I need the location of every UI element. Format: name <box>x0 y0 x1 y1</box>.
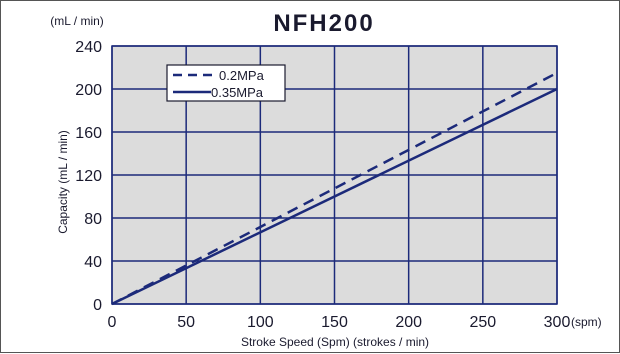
series-line-0-35mpa <box>111 87 558 306</box>
legend-box <box>166 64 286 102</box>
x-tick-label-250: 250 <box>469 314 496 331</box>
x-tick-label-150: 150 <box>321 314 348 331</box>
legend-label-0-35mpa: 0.35MPa <box>211 85 264 100</box>
x-axis-label: Stroke Speed (Spm) (strokes / min) <box>241 335 429 349</box>
chart-title: NFH200 <box>273 10 374 37</box>
y-tick-label-240: 240 <box>75 39 102 56</box>
y-tick-label-40: 40 <box>84 254 102 271</box>
y-tick-label-80: 80 <box>84 211 102 228</box>
series-lines <box>111 71 558 306</box>
x-tick-label-300: 300 <box>544 314 571 331</box>
x-tick-label-0: 0 <box>108 314 117 331</box>
legend-label-0-2mpa: 0.2MPa <box>219 68 265 83</box>
tick-labels: 0 50 100 150 200 250 300 0 40 80 120 160 200 240 <box>75 39 570 331</box>
x-unit-label: (spm) <box>571 315 602 329</box>
y-axis-label: Capacity (mL / min) <box>56 130 70 234</box>
y-unit-label: (mL / min) <box>50 14 104 28</box>
y-tick-label-120: 120 <box>75 168 102 185</box>
legend: 0.2MPa 0.35MPa <box>166 64 286 102</box>
y-tick-label-200: 200 <box>75 82 102 99</box>
x-tick-label-50: 50 <box>177 314 195 331</box>
y-tick-label-0: 0 <box>93 297 102 314</box>
series-line-0-2mpa <box>111 71 558 306</box>
y-tick-label-160: 160 <box>75 125 102 142</box>
x-tick-label-200: 200 <box>395 314 422 331</box>
x-tick-label-100: 100 <box>247 314 274 331</box>
